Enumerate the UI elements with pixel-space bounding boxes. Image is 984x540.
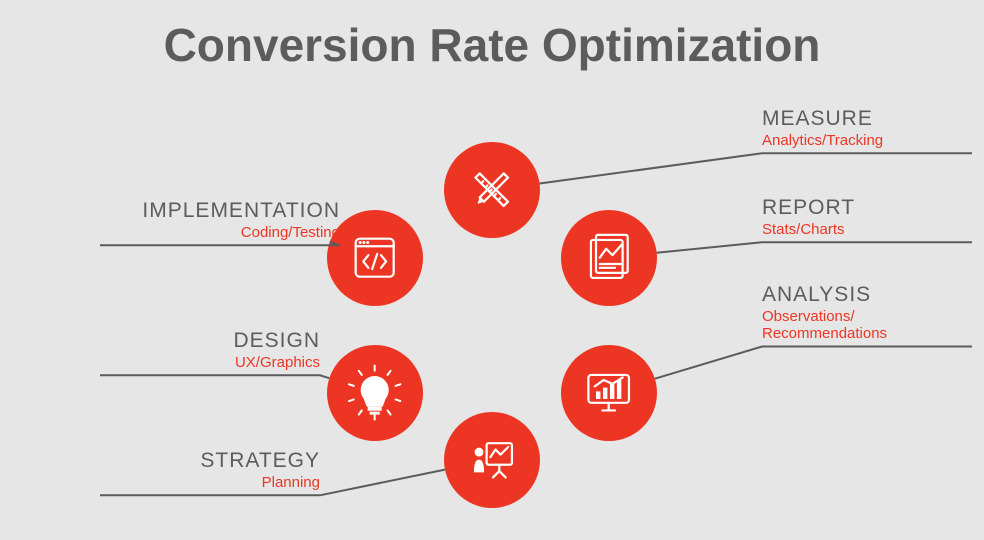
- label-report: REPORT Stats/Charts: [762, 197, 972, 238]
- label-implementation: IMPLEMENTATION Coding/Testing: [100, 200, 340, 241]
- label-sub: Observations/ Recommendations: [762, 308, 972, 343]
- lightbulb-icon: [343, 361, 406, 424]
- node-implementation: [327, 210, 423, 306]
- label-sub: Planning: [100, 474, 320, 491]
- node-measure: [444, 142, 540, 238]
- label-title: DESIGN: [100, 330, 320, 352]
- label-analysis: ANALYSISObservations/ Recommendations: [762, 284, 972, 343]
- node-strategy: [444, 412, 540, 508]
- label-design: DESIGN UX/Graphics: [100, 330, 320, 371]
- monitor-chart-icon: [577, 361, 640, 424]
- infographic-stage: Conversion Rate Optimization MEASURE Anal…: [0, 0, 984, 540]
- presenter-board-icon: [460, 428, 523, 491]
- label-measure: MEASURE Analytics/Tracking: [762, 108, 972, 149]
- node-report: [561, 210, 657, 306]
- code-window-icon: [343, 226, 406, 289]
- label-strategy: STRATEGY Planning: [100, 450, 320, 491]
- node-design: [327, 345, 423, 441]
- label-title: STRATEGY: [100, 450, 320, 472]
- node-analysis: [561, 345, 657, 441]
- label-title: MEASURE: [762, 108, 972, 130]
- pencil-ruler-icon: [460, 158, 523, 221]
- label-sub: Coding/Testing: [100, 224, 340, 241]
- label-title: REPORT: [762, 197, 972, 219]
- label-sub: UX/Graphics: [100, 354, 320, 371]
- report-pages-icon: [577, 226, 640, 289]
- label-title: ANALYSIS: [762, 284, 972, 306]
- label-sub: Stats/Charts: [762, 221, 972, 238]
- label-title: IMPLEMENTATION: [100, 200, 340, 222]
- page-title: Conversion Rate Optimization: [0, 18, 984, 72]
- label-sub: Analytics/Tracking: [762, 132, 972, 149]
